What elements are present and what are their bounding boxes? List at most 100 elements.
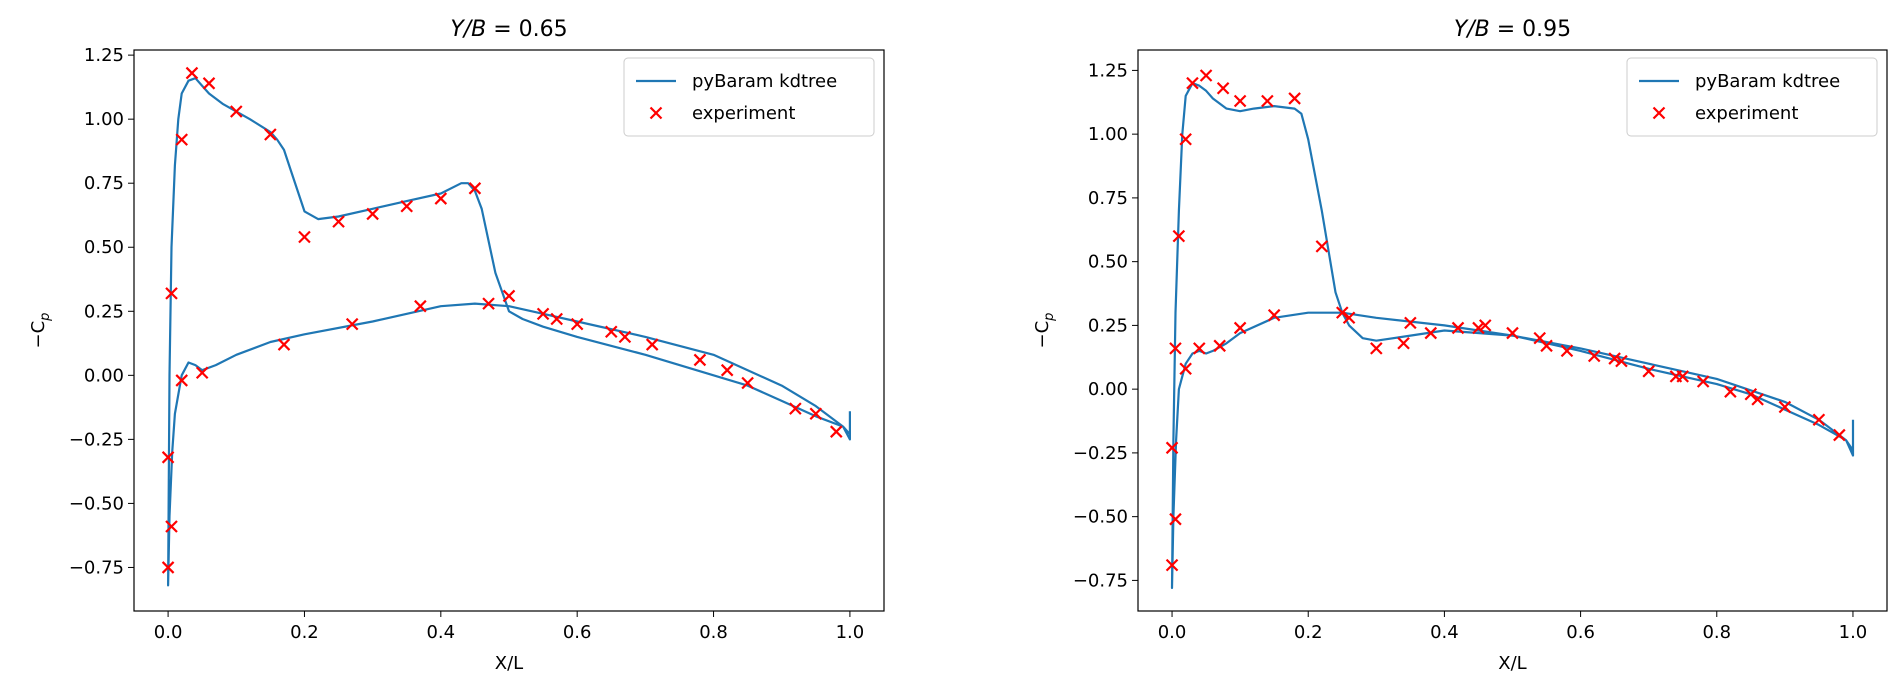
experiment-point xyxy=(332,215,345,228)
experiment-point-stroke-b xyxy=(1812,413,1826,427)
experiment-point xyxy=(277,338,291,351)
y-tick-label: −0.50 xyxy=(69,493,124,514)
experiment-point-stroke-b xyxy=(332,215,345,228)
legend-box xyxy=(623,57,875,137)
experiment-point-stroke-b xyxy=(1199,69,1213,82)
experiment-point-stroke-b xyxy=(741,376,754,390)
experiment-point-stroke-b xyxy=(693,353,707,367)
legend-marker-swatch-b xyxy=(649,106,663,120)
legend-box xyxy=(1626,57,1878,137)
experiment-point xyxy=(1342,311,1356,325)
experiment-point xyxy=(1615,354,1628,368)
y-axis-label-main: −C xyxy=(1032,321,1053,349)
experiment-point xyxy=(1169,512,1182,526)
y-tick-label: 0.75 xyxy=(84,173,124,194)
experiment-point xyxy=(1179,362,1192,376)
experiment-point xyxy=(1472,321,1485,335)
chart-title: Y/B = 0.95 xyxy=(1454,17,1571,42)
experiment-point-stroke-b xyxy=(400,199,414,213)
experiment-point xyxy=(1778,400,1792,414)
experiment-point-stroke-b xyxy=(434,192,448,205)
experiment-point-stroke-b xyxy=(1288,92,1301,105)
experiment-point xyxy=(536,307,550,321)
experiment-point xyxy=(165,287,178,300)
experiment-point-stroke-b xyxy=(1560,344,1574,358)
x-tick-label: 0.8 xyxy=(699,622,728,643)
y-axis-label: −Cp xyxy=(28,313,53,349)
x-tick-label: 1.0 xyxy=(836,622,865,643)
experiment-point xyxy=(1833,428,1846,442)
y-tick-label: 0.00 xyxy=(84,365,124,386)
y-tick-label: 0.50 xyxy=(1088,252,1128,273)
x-tick-label: 0.0 xyxy=(154,622,183,643)
experiment-point-stroke-b xyxy=(1165,558,1179,572)
experiment-point-stroke-b xyxy=(720,363,734,377)
experiment-point xyxy=(1193,342,1206,355)
experiment-point xyxy=(165,520,178,533)
chart-title: Y/B = 0.65 xyxy=(450,17,567,42)
experiment-point-stroke-b xyxy=(502,289,516,303)
experiment-point xyxy=(570,317,584,331)
experiment-point xyxy=(161,451,175,464)
experiment-point-stroke-b xyxy=(536,307,550,321)
experiment-point-stroke-b xyxy=(185,66,199,80)
experiment-point xyxy=(1216,81,1230,95)
experiment-point-stroke-b xyxy=(1540,339,1553,353)
chart-right: Y/B = 0.95 0.0 0.2 0.4 0.6 0.8 1.0 −0.75 −0.50 −0… xyxy=(1032,17,1888,674)
experiment-point-stroke-b xyxy=(1165,441,1179,455)
experiment-point-stroke-b xyxy=(1744,387,1758,401)
experiment-point-stroke-b xyxy=(1335,306,1349,319)
experiment-point-stroke-b xyxy=(1213,339,1226,353)
x-tick-label: 0.2 xyxy=(1294,622,1323,643)
experiment-point-stroke-b xyxy=(1179,362,1192,376)
experiment-point-stroke-b xyxy=(1833,428,1846,442)
title-variable: Y/B xyxy=(1454,17,1490,42)
experiment-point xyxy=(1608,352,1621,365)
experiment-point xyxy=(1261,94,1274,108)
experiment-point xyxy=(1370,342,1383,355)
y-tick-label: −0.50 xyxy=(1073,507,1128,528)
experiment-point-stroke-b xyxy=(277,338,291,351)
experiment-point xyxy=(789,402,802,415)
experiment-point-stroke-b xyxy=(1315,240,1329,253)
experiment-point xyxy=(1696,375,1710,388)
experiment-point xyxy=(1315,240,1329,253)
experiment-point xyxy=(1724,385,1737,398)
series-line-pybaram xyxy=(167,77,852,587)
experiment-point-stroke-b xyxy=(1233,321,1247,335)
experiment-point xyxy=(1560,344,1574,358)
y-tick-label: 0.25 xyxy=(84,301,124,322)
experiment-point-stroke-b xyxy=(1186,76,1199,90)
experiment-point-stroke-b xyxy=(1424,326,1438,340)
experiment-point xyxy=(1233,94,1247,108)
experiment-point xyxy=(1169,342,1182,355)
experiment-point xyxy=(502,289,516,303)
y-tick-label: −0.75 xyxy=(1073,570,1128,591)
x-axis-label: X/L xyxy=(1498,653,1526,674)
experiment-point-stroke-b xyxy=(345,317,359,331)
experiment-point-stroke-b xyxy=(1472,321,1485,335)
experiment-point xyxy=(1642,365,1655,378)
experiment-point xyxy=(1404,316,1417,330)
y-axis-label-subscript: p xyxy=(38,313,53,322)
x-tick-label: 0.6 xyxy=(1566,622,1595,643)
x-tick-label: 0.8 xyxy=(1702,622,1731,643)
experiment-point-stroke-b xyxy=(366,207,379,221)
experiment-point xyxy=(1186,76,1199,90)
experiment-point xyxy=(161,561,175,574)
experiment-point xyxy=(1478,319,1492,332)
experiment-point-stroke-b xyxy=(604,325,618,339)
x-tick-label: 0.2 xyxy=(290,622,319,643)
title-value: = 0.65 xyxy=(486,17,567,42)
experiment-point xyxy=(1744,387,1758,401)
y-tick-label: 1.25 xyxy=(84,45,124,66)
y-axis-label-subscript: p xyxy=(1042,313,1057,322)
experiment-point xyxy=(1288,92,1301,105)
experiment-point xyxy=(1233,321,1247,335)
legend-label-pybaram: pyBaram kdtree xyxy=(1695,71,1840,92)
experiment-point-stroke-b xyxy=(1267,308,1281,322)
experiment-point xyxy=(229,105,243,118)
x-tick-label: 0.4 xyxy=(1430,622,1459,643)
experiment-point-stroke-b xyxy=(789,402,802,415)
experiment-point xyxy=(298,230,311,244)
